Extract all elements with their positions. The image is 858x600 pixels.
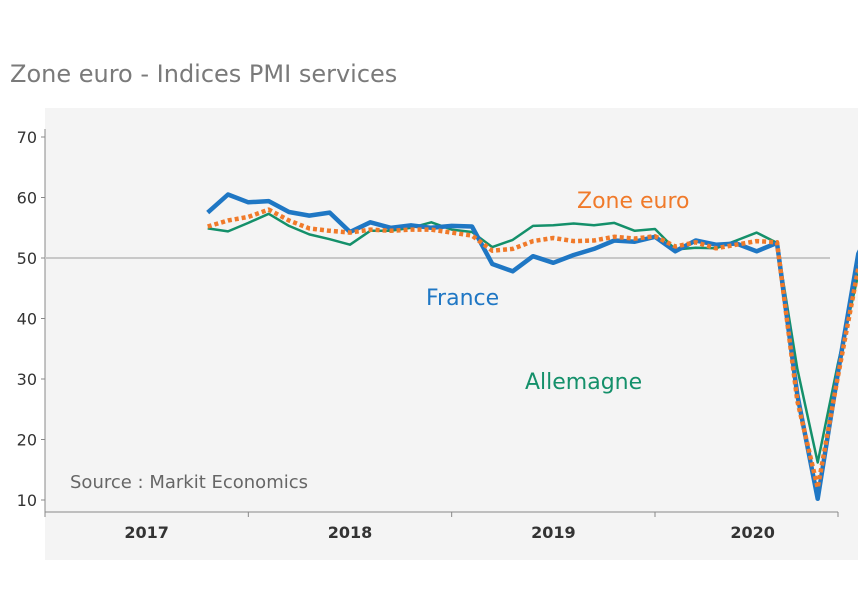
x-tick-label: 2019 <box>531 523 576 542</box>
series-line-france <box>206 192 858 502</box>
annotation-france: France <box>426 286 499 311</box>
x-tick-label: 2018 <box>328 523 373 542</box>
annotation-zone-euro: Zone euro <box>577 189 690 214</box>
y-tick-label: 60 <box>17 189 37 208</box>
y-tick-label: 30 <box>17 370 37 389</box>
series-annotations: Zone euro France Allemagne <box>426 189 690 395</box>
x-tick-label: 2017 <box>124 523 169 542</box>
y-tick-label: 10 <box>17 491 37 510</box>
source-note: Source : Markit Economics <box>70 472 308 493</box>
series-line-allemagne <box>207 212 858 464</box>
chart-title: Zone euro - Indices PMI services <box>10 60 398 88</box>
axes: 10 20 30 40 50 60 70 2017 2018 2019 2020 <box>17 128 839 542</box>
series-lines <box>206 192 858 502</box>
annotation-allemagne: Allemagne <box>525 370 642 395</box>
y-tick-label: 70 <box>17 128 37 147</box>
y-tick-label: 50 <box>17 249 37 268</box>
series-line-zone-euro <box>207 207 858 491</box>
y-tick-label: 20 <box>17 431 37 450</box>
y-tick-label: 40 <box>17 310 37 329</box>
plot-background <box>45 108 858 560</box>
x-tick-label: 2020 <box>730 523 775 542</box>
